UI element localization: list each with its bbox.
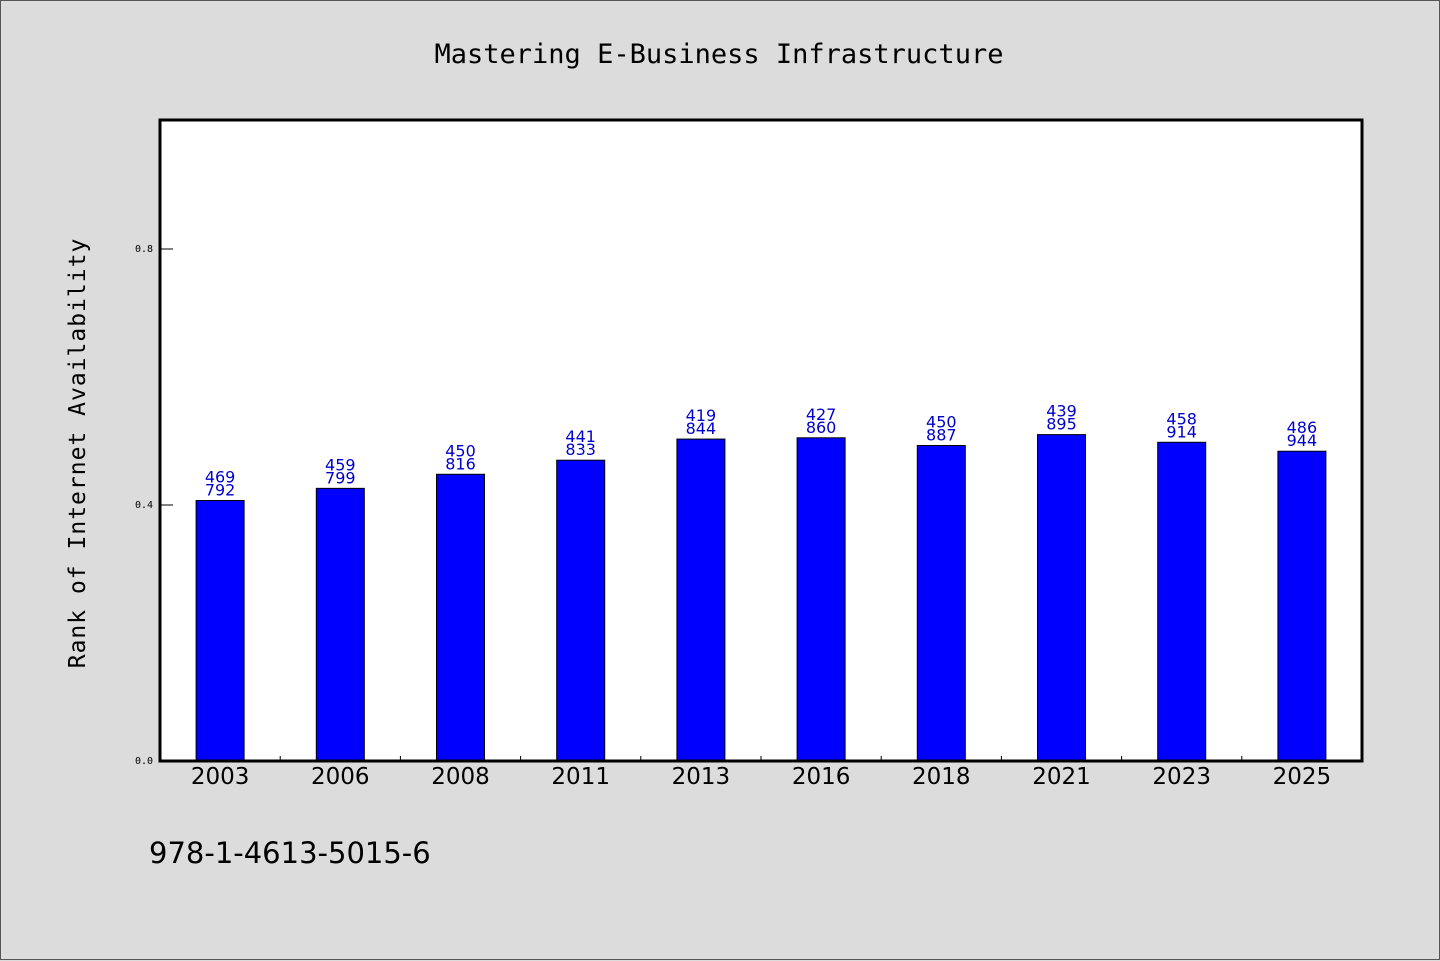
plot-frame (158, 118, 1364, 763)
x-tick-label-2016: 2016 (792, 764, 851, 790)
data-label-2013-bottom: 844 (686, 419, 717, 438)
data-label-2018-top: 450 (926, 412, 957, 431)
data-label-2008-top: 450 (445, 441, 476, 460)
data-label-2025-bottom: 944 (1287, 431, 1318, 450)
data-label-2021-top: 439 (1046, 402, 1077, 421)
data-label-2023-top: 458 (1166, 409, 1197, 428)
data-label-2016-bottom: 860 (806, 418, 837, 437)
y-axis-label: Rank of Internet Availability (65, 238, 91, 669)
x-tick-label-2008: 2008 (431, 764, 490, 790)
bar-2025 (1277, 450, 1327, 762)
bar-2008 (436, 473, 485, 762)
data-label-2018-bottom: 887 (926, 425, 957, 444)
data-label-2011-top: 441 (565, 427, 596, 446)
data-label-2003-top: 469 (205, 468, 236, 487)
data-label-2023-bottom: 914 (1166, 422, 1197, 441)
data-label-2013-top: 419 (686, 406, 717, 425)
x-tick-label-2003: 2003 (191, 764, 250, 790)
bar-2016 (796, 437, 846, 762)
y-tick-label: 0.4 (135, 500, 153, 511)
data-label-2016-top: 427 (806, 405, 837, 424)
x-tick-label-2021: 2021 (1032, 764, 1091, 790)
data-label-2025-top: 486 (1287, 418, 1318, 437)
chart-title: Mastering E-Business Infrastructure (435, 39, 1004, 70)
bars (195, 434, 1327, 762)
bar-2021 (1037, 434, 1086, 762)
data-label-2011-bottom: 833 (565, 440, 596, 459)
x-tick-label-2025: 2025 (1273, 764, 1332, 790)
bar-2023 (1157, 441, 1207, 762)
bar-2013 (676, 438, 726, 762)
bar-2006 (315, 487, 365, 762)
data-label-2006-top: 459 (325, 455, 356, 474)
bar-2018 (916, 444, 966, 762)
x-tick-label-2023: 2023 (1152, 764, 1211, 790)
bar-2003 (195, 500, 245, 762)
x-tick-label-2011: 2011 (551, 764, 610, 790)
y-tick-label: 0.0 (135, 756, 153, 767)
x-tick-label-2018: 2018 (912, 764, 971, 790)
data-label-2021-bottom: 895 (1046, 415, 1077, 434)
x-axis-ticks: 2003 2006 2008 2011 2013 2016 2018 2021 2023 2025 (191, 756, 1331, 790)
data-label-2008-bottom: 816 (445, 454, 476, 473)
y-tick-label: 0.8 (135, 244, 153, 255)
data-label-2003-bottom: 792 (205, 481, 236, 500)
isbn-text: 978-1-4613-5015-6 (149, 836, 431, 870)
bar-2011 (556, 459, 606, 762)
x-tick-label-2006: 2006 (311, 764, 370, 790)
data-label-2006-bottom: 799 (325, 468, 356, 487)
x-tick-label-2013: 2013 (672, 764, 731, 790)
